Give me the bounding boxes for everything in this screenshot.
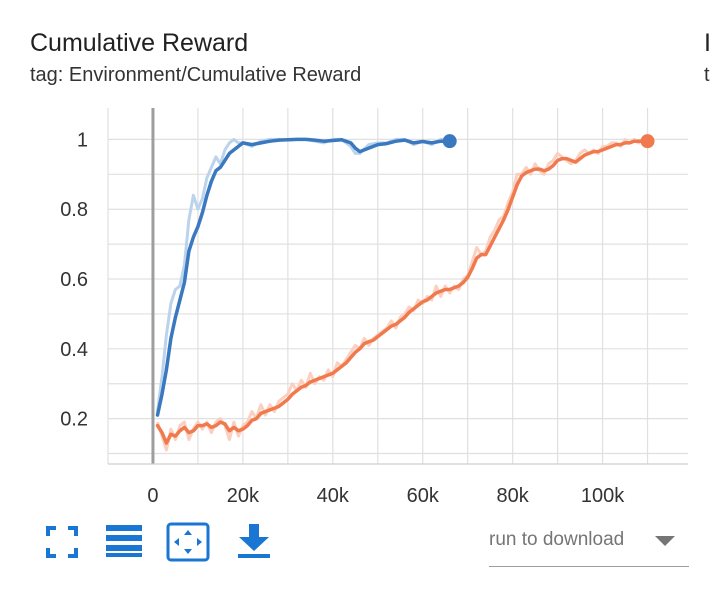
series-endpoint-dot-1 (640, 134, 655, 149)
x-tick-label: 20k (227, 485, 260, 507)
run-select-placeholder: run to download (489, 529, 625, 550)
chart-grid (107, 108, 688, 464)
smoothed-series-layer (155, 137, 650, 445)
fit-to-domain-button[interactable] (166, 522, 210, 562)
chart-axes: 0 20k 40k 60k 80k 100k 0.2 0.4 0.6 0.8 1 (60, 108, 688, 507)
next-card-tag-fragment: t (704, 64, 710, 86)
card-title: Cumulative Reward (30, 29, 249, 57)
y-tick-label: 0.4 (60, 339, 88, 361)
run-to-download-select[interactable]: run to download (489, 524, 689, 567)
series-endpoint-layer (442, 134, 655, 149)
series-endpoint-dot-0 (442, 134, 457, 149)
card-tag: tag: Environment/Cumulative Reward (30, 64, 362, 86)
download-icon (238, 524, 270, 558)
raw-series-line-1 (156, 137, 648, 452)
fit-to-domain-icon (166, 522, 210, 562)
y-tick-label: 0.6 (60, 269, 88, 291)
list-icon (106, 525, 142, 557)
toggle-data-table-button[interactable] (104, 522, 144, 562)
next-card-title-fragment: I (704, 29, 711, 57)
x-tick-label: 80k (497, 485, 530, 507)
fullscreen-icon (46, 526, 78, 558)
y-tick-label: 1 (77, 129, 88, 151)
raw-series-layer (156, 137, 648, 452)
y-tick-label: 0.8 (60, 199, 88, 221)
raw-series-line-0 (156, 137, 450, 412)
download-button[interactable] (234, 522, 274, 562)
chevron-down-icon (655, 536, 675, 546)
x-tick-label: 40k (317, 485, 350, 507)
x-tick-label: 100k (581, 485, 625, 507)
smoothed-series-line-1 (155, 139, 650, 445)
x-tick-label: 60k (407, 485, 440, 507)
y-tick-label: 0.2 (60, 409, 88, 431)
cumulative-reward-chart: 0 20k 40k 60k 80k 100k 0.2 0.4 0.6 0.8 1 (60, 108, 688, 507)
fullscreen-button[interactable] (42, 522, 82, 562)
smoothed-series-line-0 (155, 137, 452, 417)
x-tick-label: 0 (147, 485, 158, 507)
